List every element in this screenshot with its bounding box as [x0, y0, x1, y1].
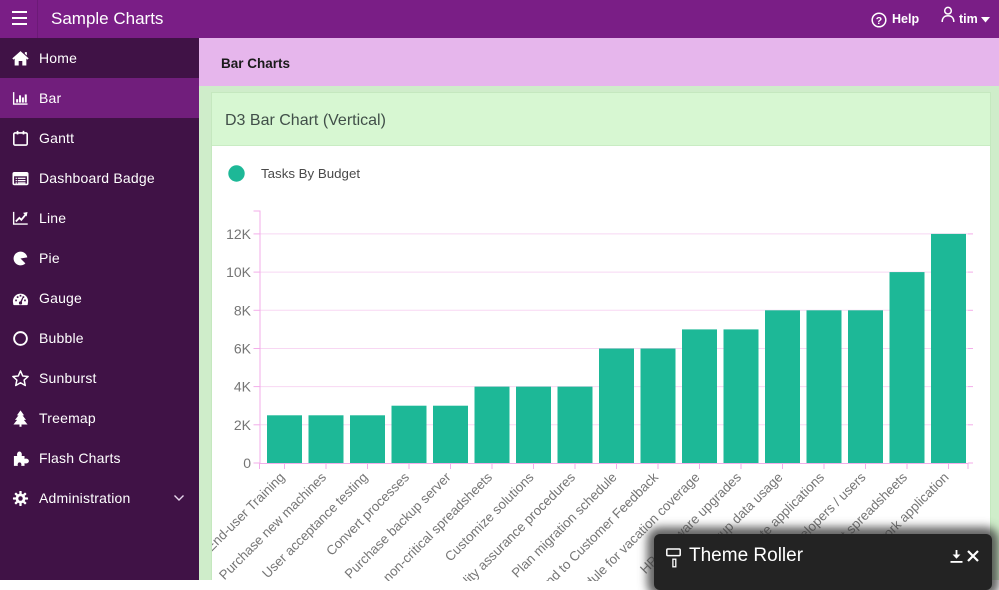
- svg-text:8K: 8K: [234, 302, 252, 318]
- svg-text:6K: 6K: [234, 341, 252, 357]
- svg-text:2K: 2K: [234, 417, 252, 433]
- svg-text:Tasks By Budget: Tasks By Budget: [261, 166, 360, 181]
- svg-text:4K: 4K: [234, 379, 252, 395]
- svg-text:10K: 10K: [226, 264, 252, 280]
- svg-text:0: 0: [243, 455, 251, 471]
- svg-text:?: ?: [876, 15, 882, 27]
- svg-text:12K: 12K: [226, 226, 252, 242]
